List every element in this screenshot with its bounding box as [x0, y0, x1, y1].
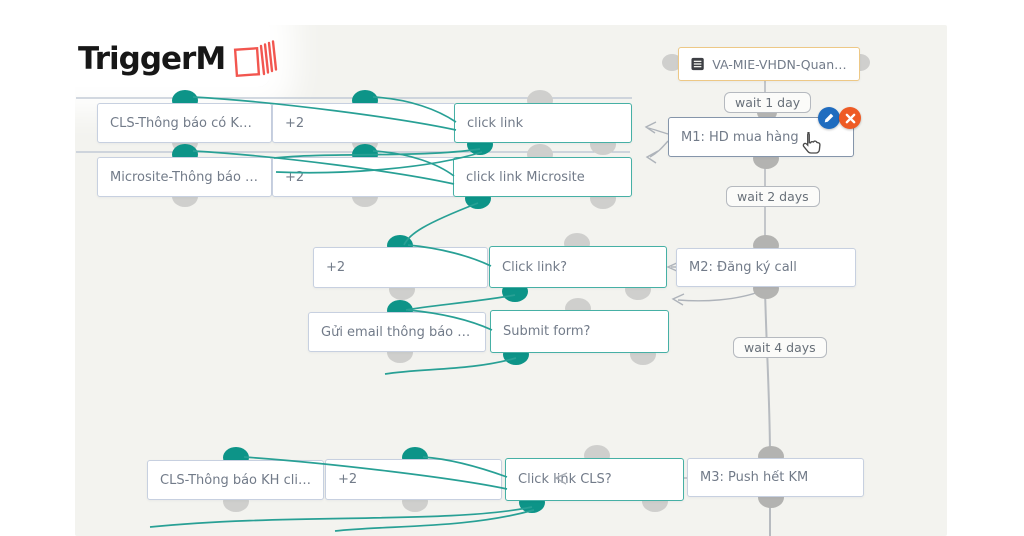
- node-label: Submit form?: [503, 324, 591, 339]
- node-label: CLS-Thông báo có KH clic...: [110, 115, 259, 131]
- node-label: M3: Push hết KM: [700, 470, 809, 485]
- split-node-plus2-b[interactable]: +2: [272, 157, 456, 197]
- split-node-plus2-c[interactable]: +2: [313, 247, 488, 288]
- delete-button[interactable]: [839, 107, 861, 129]
- email-node-m3-push-het-km[interactable]: M3: Push hết KM: [687, 458, 864, 497]
- node-label: +2: [326, 260, 346, 275]
- node-label: Click link?: [502, 259, 567, 275]
- stacked-pages-icon: [234, 40, 278, 78]
- pencil-icon: [824, 113, 834, 123]
- trigger-node-segment[interactable]: VA-MIE-VHDN-Quan t...: [678, 47, 860, 81]
- node-label: +2: [285, 169, 305, 185]
- email-node-cls-click-link[interactable]: CLS-Thông báo KH click link: [147, 460, 324, 500]
- hand-pointer-icon: [797, 131, 824, 164]
- condition-node-click-link[interactable]: click link: [454, 103, 632, 143]
- email-node-m2-dang-ky-call[interactable]: M2: Đăng ký call: [676, 248, 856, 287]
- split-node-plus2-d[interactable]: +2: [325, 459, 502, 500]
- email-node-microsite[interactable]: Microsite-Thông báo có K...: [97, 157, 272, 197]
- node-label: M2: Đăng ký call: [689, 260, 797, 275]
- logo-text: TriggerM: [78, 41, 226, 77]
- condition-node-click-link-cls[interactable]: Click link CLS?: [505, 458, 684, 501]
- close-icon: [845, 113, 855, 123]
- node-label: +2: [285, 115, 305, 131]
- node-label: Gửi email thông báo KH c...: [321, 324, 473, 340]
- condition-node-click-link-q[interactable]: Click link?: [489, 246, 667, 288]
- node-label: VA-MIE-VHDN-Quan t...: [712, 56, 847, 72]
- logo-background: [55, 15, 270, 87]
- wait-step-1-day[interactable]: wait 1 day: [724, 92, 812, 113]
- node-label: +2: [338, 472, 358, 487]
- node-label: click link Microsite: [466, 169, 585, 185]
- triggerm-logo: TriggerM: [78, 36, 280, 82]
- email-node-gui-email-thong-bao[interactable]: Gửi email thông báo KH c...: [308, 312, 486, 352]
- condition-node-submit-form[interactable]: Submit form?: [490, 310, 669, 353]
- email-node-cls-thong-bao[interactable]: CLS-Thông báo có KH clic...: [97, 103, 272, 143]
- node-label: click link: [467, 115, 524, 131]
- node-label: Microsite-Thông báo có K...: [110, 169, 259, 185]
- node-label: Click link CLS?: [518, 472, 612, 487]
- edit-button[interactable]: [818, 107, 840, 129]
- split-node-plus2-a[interactable]: +2: [272, 103, 456, 143]
- segment-list-icon: [691, 57, 704, 71]
- wait-step-4-days[interactable]: wait 4 days: [733, 337, 827, 358]
- condition-node-click-link-microsite[interactable]: click link Microsite: [453, 157, 632, 197]
- node-label: CLS-Thông báo KH click link: [160, 472, 311, 488]
- node-label: M1: HD mua hàng: [681, 129, 799, 145]
- connector-port[interactable]: [662, 54, 682, 71]
- wait-step-2-days[interactable]: wait 2 days: [726, 186, 820, 207]
